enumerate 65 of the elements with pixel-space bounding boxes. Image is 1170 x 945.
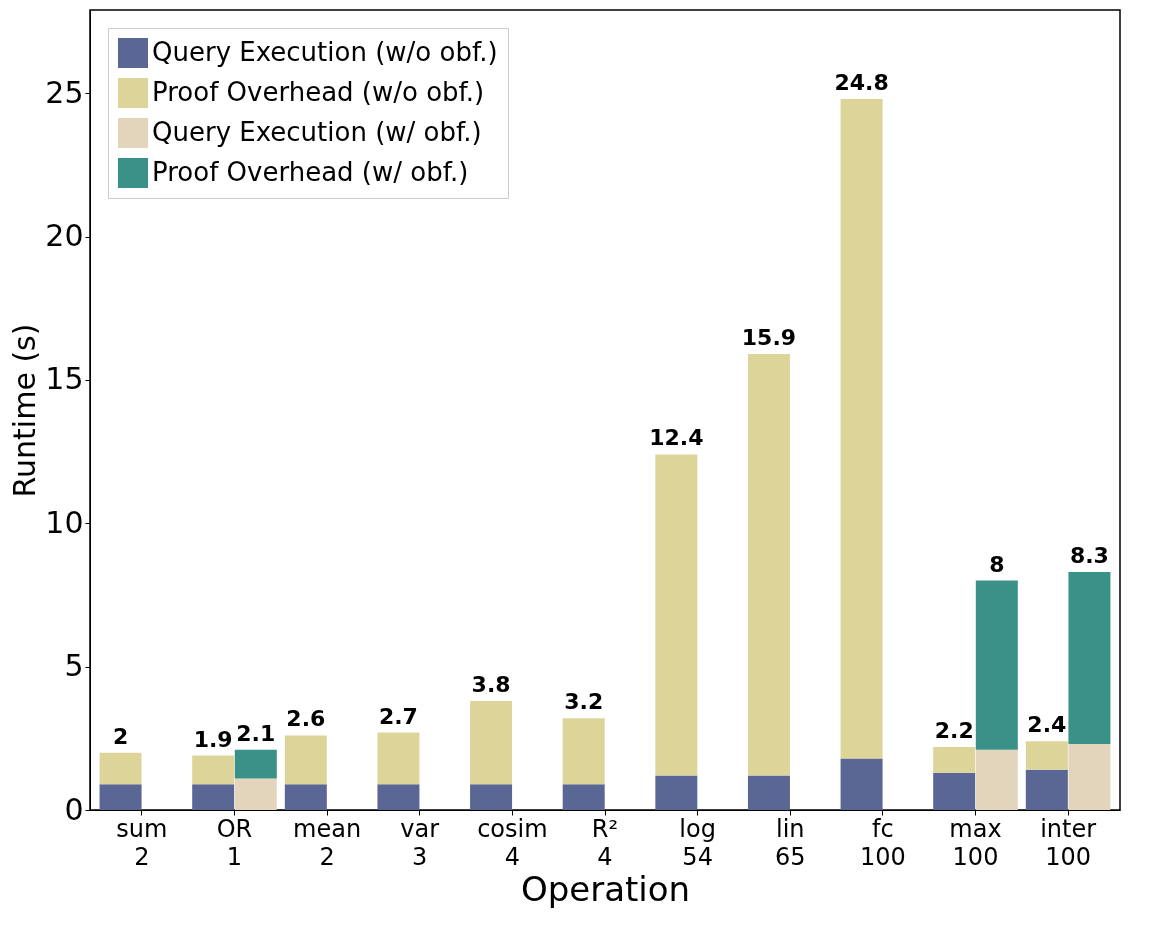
bar [747,354,790,776]
annotation: 8 [989,551,1005,577]
bar [470,784,513,810]
bar [562,784,605,810]
annotation: 2.7 [378,703,418,729]
annotation: 15.9 [741,325,797,351]
annotation: 1.9 [193,726,233,752]
bar [747,775,790,810]
annotation: 12.4 [649,425,704,451]
annotation: 2 [112,723,129,749]
bar [840,758,883,810]
bar [1068,744,1111,810]
bar [562,718,605,785]
bar [192,784,235,810]
bar [99,784,142,810]
x-tick-label: cosim 4 [477,814,548,871]
annotation: 8.3 [1069,543,1109,569]
annotation: 2.6 [286,706,326,732]
bar [99,752,142,785]
legend-label: Proof Overhead (w/o obf.) [152,77,485,107]
y-tick-label: 10 [45,504,84,540]
x-axis-title: Operation [520,868,691,909]
bar [1068,572,1111,745]
bar [377,732,420,785]
legend-label: Query Execution (w/ obf.) [152,117,482,147]
y-tick-label: 0 [64,791,84,827]
x-tick-label: R² 4 [591,814,619,871]
bar [655,454,698,776]
bar [975,749,1018,810]
annotation: 2.4 [1027,712,1067,738]
annotation: 3.2 [564,689,604,715]
x-tick-label: fc 100 [859,814,906,871]
annotation: 2.1 [236,720,276,746]
bar [1025,769,1068,810]
x-tick-label: sum 2 [116,814,168,871]
bar [933,772,976,810]
annotation: 24.8 [834,69,889,95]
annotation: 2.2 [934,717,974,743]
annotation: 3.8 [471,672,511,698]
y-tick-label: 20 [45,218,84,254]
legend-label: Query Execution (w/o obf.) [152,37,498,67]
legend-label: Proof Overhead (w/ obf.) [152,157,469,187]
bar [284,735,327,785]
x-tick-label: mean 2 [293,814,362,871]
bar [234,749,277,779]
bar [655,775,698,810]
x-tick-label: var 3 [400,814,440,871]
bar [470,701,513,785]
bar [933,746,976,773]
bar [840,98,883,759]
bar [377,784,420,810]
y-tick-label: 5 [64,648,84,684]
bar [234,778,277,810]
bar [284,784,327,810]
x-tick-label: max 100 [949,814,1002,871]
x-tick-label: lin 65 [774,814,806,871]
bar [975,580,1018,750]
y-tick-label: 15 [45,361,84,397]
y-axis-title: Runtime (s) [7,323,43,498]
bar [192,755,235,785]
x-tick-label: inter 100 [1040,814,1097,871]
x-tick-label: log 54 [679,814,716,871]
bar [1025,741,1068,770]
y-tick-label: 25 [45,74,84,110]
x-tick-label: OR 1 [216,814,253,871]
